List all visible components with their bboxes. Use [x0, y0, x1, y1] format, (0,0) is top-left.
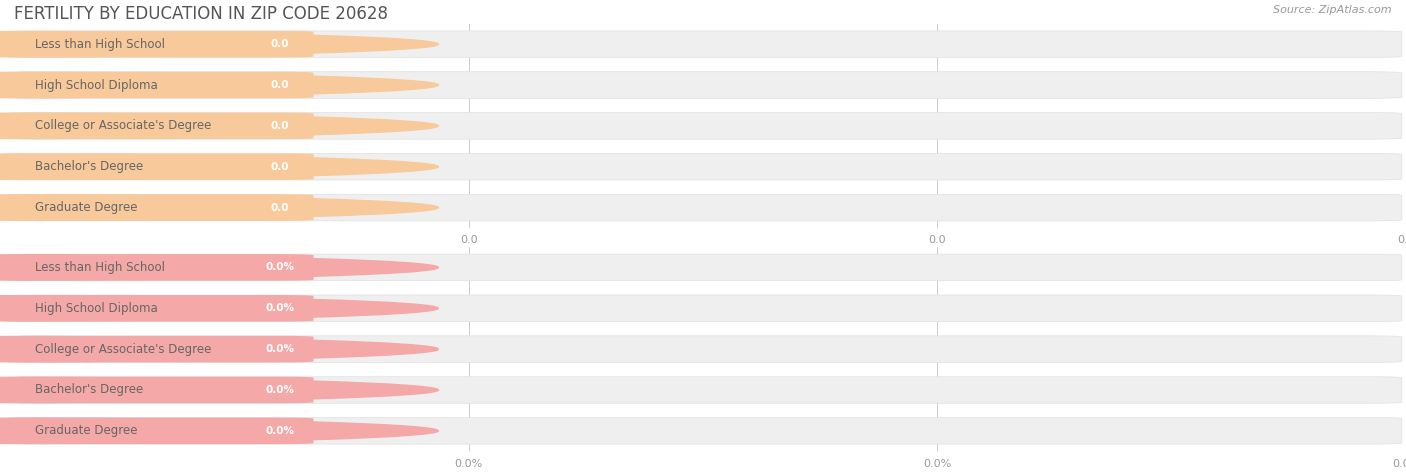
Circle shape	[0, 72, 439, 98]
Text: FERTILITY BY EDUCATION IN ZIP CODE 20628: FERTILITY BY EDUCATION IN ZIP CODE 20628	[14, 5, 388, 23]
Text: 0.0: 0.0	[270, 202, 290, 213]
FancyBboxPatch shape	[4, 153, 314, 180]
Text: Bachelor's Degree: Bachelor's Degree	[35, 383, 143, 397]
Text: 0.0: 0.0	[270, 80, 290, 90]
Circle shape	[0, 421, 323, 440]
Text: 0.0%: 0.0%	[266, 262, 294, 273]
FancyBboxPatch shape	[4, 295, 1402, 322]
Text: Less than High School: Less than High School	[35, 261, 165, 274]
Circle shape	[0, 154, 439, 180]
Text: College or Associate's Degree: College or Associate's Degree	[35, 119, 211, 133]
Text: High School Diploma: High School Diploma	[35, 78, 157, 92]
Circle shape	[0, 31, 439, 57]
FancyBboxPatch shape	[253, 116, 307, 135]
FancyBboxPatch shape	[4, 418, 314, 444]
FancyBboxPatch shape	[4, 377, 314, 403]
FancyBboxPatch shape	[253, 340, 307, 359]
FancyBboxPatch shape	[253, 198, 307, 217]
Circle shape	[0, 113, 439, 139]
Text: 0.0: 0.0	[270, 162, 290, 172]
Circle shape	[0, 336, 439, 362]
FancyBboxPatch shape	[253, 35, 307, 54]
Text: 0.0: 0.0	[928, 235, 946, 246]
Text: College or Associate's Degree: College or Associate's Degree	[35, 342, 211, 356]
Text: 0.0%: 0.0%	[1392, 458, 1406, 469]
FancyBboxPatch shape	[4, 72, 1402, 98]
FancyBboxPatch shape	[4, 336, 1402, 362]
Text: 0.0: 0.0	[270, 121, 290, 131]
Circle shape	[0, 195, 439, 220]
FancyBboxPatch shape	[253, 258, 307, 277]
Circle shape	[0, 340, 323, 359]
Circle shape	[0, 258, 323, 277]
FancyBboxPatch shape	[253, 157, 307, 176]
Text: Graduate Degree: Graduate Degree	[35, 424, 138, 437]
Text: 0.0%: 0.0%	[266, 303, 294, 314]
Text: 0.0: 0.0	[460, 235, 478, 246]
Circle shape	[0, 35, 323, 54]
Circle shape	[0, 295, 439, 321]
Circle shape	[0, 198, 323, 217]
FancyBboxPatch shape	[4, 194, 314, 221]
Text: 0.0%: 0.0%	[924, 458, 952, 469]
Circle shape	[0, 377, 439, 403]
Circle shape	[0, 116, 323, 135]
FancyBboxPatch shape	[4, 254, 1402, 281]
Text: 0.0%: 0.0%	[266, 344, 294, 354]
FancyBboxPatch shape	[4, 254, 314, 281]
Text: Source: ZipAtlas.com: Source: ZipAtlas.com	[1274, 5, 1392, 15]
Circle shape	[0, 76, 323, 95]
Circle shape	[0, 418, 439, 444]
Text: Less than High School: Less than High School	[35, 38, 165, 51]
FancyBboxPatch shape	[4, 153, 1402, 180]
Text: 0.0%: 0.0%	[266, 385, 294, 395]
FancyBboxPatch shape	[253, 299, 307, 318]
FancyBboxPatch shape	[4, 418, 1402, 444]
Circle shape	[0, 380, 323, 399]
FancyBboxPatch shape	[4, 377, 1402, 403]
Text: High School Diploma: High School Diploma	[35, 302, 157, 315]
FancyBboxPatch shape	[4, 113, 1402, 139]
Text: 0.0%: 0.0%	[454, 458, 482, 469]
FancyBboxPatch shape	[253, 380, 307, 399]
Text: Graduate Degree: Graduate Degree	[35, 201, 138, 214]
Circle shape	[0, 255, 439, 280]
FancyBboxPatch shape	[4, 72, 314, 98]
FancyBboxPatch shape	[4, 194, 1402, 221]
FancyBboxPatch shape	[4, 113, 314, 139]
Text: 0.0%: 0.0%	[266, 426, 294, 436]
Text: 0.0: 0.0	[270, 39, 290, 49]
FancyBboxPatch shape	[4, 295, 314, 322]
Circle shape	[0, 157, 323, 176]
Text: 0.0: 0.0	[1398, 235, 1406, 246]
FancyBboxPatch shape	[4, 336, 314, 362]
FancyBboxPatch shape	[4, 31, 314, 57]
Circle shape	[0, 299, 323, 318]
FancyBboxPatch shape	[4, 31, 1402, 57]
Text: Bachelor's Degree: Bachelor's Degree	[35, 160, 143, 173]
FancyBboxPatch shape	[253, 421, 307, 440]
FancyBboxPatch shape	[253, 76, 307, 95]
